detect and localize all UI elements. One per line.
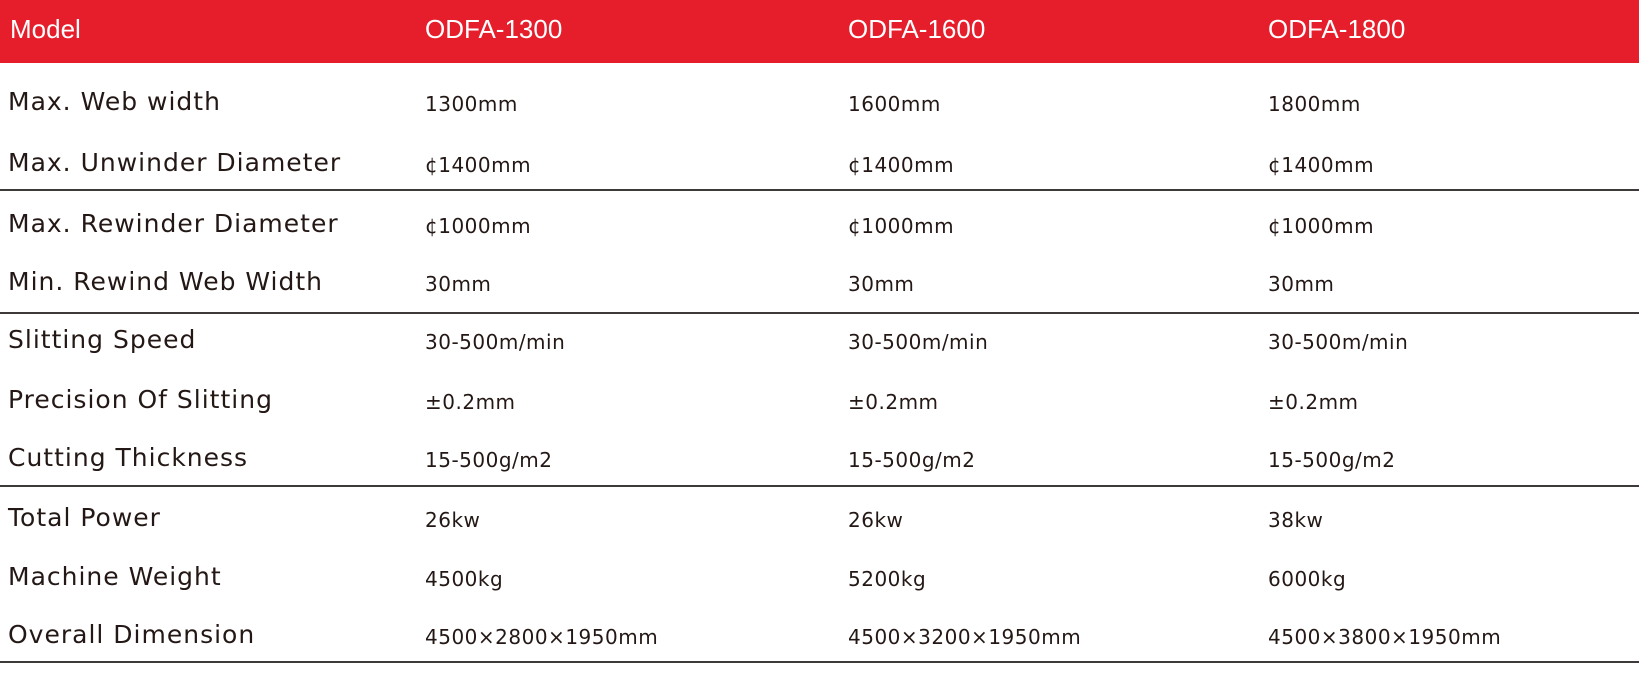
spec-value: 26kw xyxy=(848,508,904,532)
spec-value: 5200kg xyxy=(848,567,927,591)
spec-value: 15-500g/m2 xyxy=(425,448,553,472)
spec-value: ¢1400mm xyxy=(848,153,955,177)
spec-label: Machine Weight xyxy=(8,562,222,591)
table-row: Min. Rewind Web Width 30mm 30mm 30mm xyxy=(0,262,1639,302)
spec-label: Overall Dimension xyxy=(8,620,256,649)
divider xyxy=(0,485,1639,487)
table-row: Cutting Thickness 15-500g/m2 15-500g/m2 15-… xyxy=(0,438,1639,478)
spec-label: Total Power xyxy=(8,503,161,532)
divider xyxy=(0,189,1639,191)
spec-label: Max. Rewinder Diameter xyxy=(8,209,339,238)
spec-value: 30-500m/min xyxy=(425,330,566,354)
spec-value: ±0.2mm xyxy=(425,390,516,414)
spec-label: Precision Of Slitting xyxy=(8,385,273,414)
divider xyxy=(0,661,1639,663)
spec-label: Max. Web width xyxy=(8,87,221,116)
spec-value: ¢1000mm xyxy=(1268,214,1375,238)
table-row: Machine Weight 4500kg 5200kg 6000kg xyxy=(0,557,1639,597)
table-row: Total Power 26kw 26kw 38kw xyxy=(0,498,1639,538)
header-model-2: ODFA-1600 xyxy=(848,14,986,44)
spec-value: 26kw xyxy=(425,508,481,532)
table-row: Slitting Speed 30-500m/min 30-500m/min 30-5… xyxy=(0,320,1639,360)
spec-value: 30mm xyxy=(848,272,915,296)
spec-value: 30-500m/min xyxy=(1268,330,1409,354)
spec-value: 1300mm xyxy=(425,92,518,116)
header-model-1: ODFA-1300 xyxy=(425,14,563,44)
spec-value: 6000kg xyxy=(1268,567,1347,591)
spec-value: 4500kg xyxy=(425,567,504,591)
spec-value: 38kw xyxy=(1268,508,1324,532)
spec-value: 30mm xyxy=(1268,272,1335,296)
spec-value: 30mm xyxy=(425,272,492,296)
spec-value: ¢1000mm xyxy=(425,214,532,238)
header-model-3: ODFA-1800 xyxy=(1268,14,1406,44)
spec-value: 4500×2800×1950mm xyxy=(425,625,659,649)
table-row: Max. Web width 1300mm 1600mm 1800mm xyxy=(0,82,1639,122)
header-model-label: Model xyxy=(10,14,81,44)
table-row: Overall Dimension 4500×2800×1950mm 4500×32… xyxy=(0,615,1639,655)
spec-label: Max. Unwinder Diameter xyxy=(8,148,342,177)
table-row: Max. Rewinder Diameter ¢1000mm ¢1000mm ¢100… xyxy=(0,204,1639,244)
spec-label: Slitting Speed xyxy=(8,325,197,354)
spec-value: ¢1400mm xyxy=(1268,153,1375,177)
spec-label: Min. Rewind Web Width xyxy=(8,267,324,296)
spec-value: 1800mm xyxy=(1268,92,1361,116)
table-header: Model ODFA-1300 ODFA-1600 ODFA-1800 xyxy=(0,0,1639,63)
table-row: Precision Of Slitting ±0.2mm ±0.2mm ±0.2mm xyxy=(0,380,1639,420)
table-row: Max. Unwinder Diameter ¢1400mm ¢1400mm ¢140… xyxy=(0,143,1639,183)
spec-value: ¢1400mm xyxy=(425,153,532,177)
spec-value: ±0.2mm xyxy=(1268,390,1359,414)
spec-label: Cutting Thickness xyxy=(8,443,249,472)
spec-value: 4500×3200×1950mm xyxy=(848,625,1082,649)
spec-value: ¢1000mm xyxy=(848,214,955,238)
spec-value: 30-500m/min xyxy=(848,330,989,354)
spec-value: 1600mm xyxy=(848,92,941,116)
spec-value: ±0.2mm xyxy=(848,390,939,414)
spec-value: 4500×3800×1950mm xyxy=(1268,625,1502,649)
spec-value: 15-500g/m2 xyxy=(1268,448,1396,472)
divider xyxy=(0,312,1639,314)
spec-value: 15-500g/m2 xyxy=(848,448,976,472)
